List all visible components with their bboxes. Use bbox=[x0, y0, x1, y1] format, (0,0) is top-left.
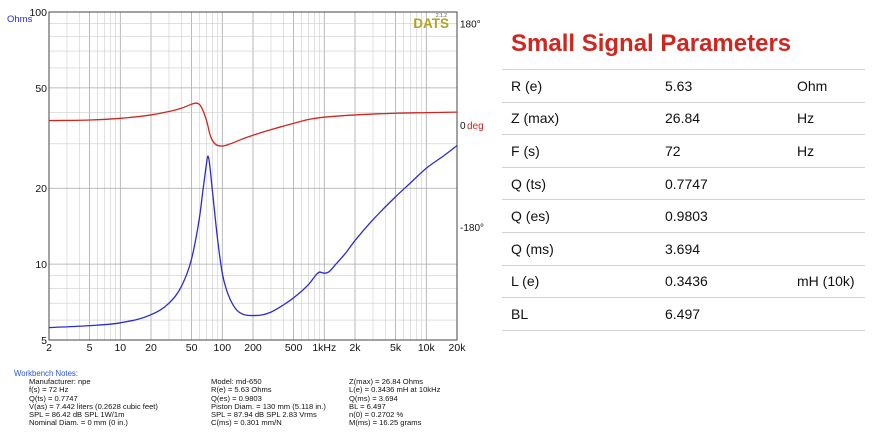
parameter-row: F (s) 72 Hz bbox=[502, 134, 865, 168]
x-tick-label: 5k bbox=[390, 342, 402, 354]
parameter-name: F (s) bbox=[502, 134, 665, 168]
logo-version: 2.1.2 bbox=[436, 13, 447, 19]
note-line: n(0) = 0.2702 % bbox=[349, 410, 404, 420]
note-line: BL = 6.497 bbox=[349, 401, 386, 411]
parameter-row: Q (ms) 3.694 bbox=[502, 232, 865, 266]
y-tick-label: 20 bbox=[35, 183, 47, 195]
notes-title: Workbench Notes: bbox=[14, 369, 78, 378]
note-line: Manufacturer: npe bbox=[29, 377, 91, 386]
note-line: Nominal Diam. = 0 mm (0 in.) bbox=[29, 418, 128, 428]
parameter-unit: mH (10k) bbox=[797, 265, 865, 299]
note-line: Q(ms) = 3.694 bbox=[349, 393, 398, 403]
note-line: f(s) = 72 Hz bbox=[29, 385, 69, 395]
parameter-row: Z (max) 26.84 Hz bbox=[502, 102, 865, 136]
parameter-value: 5.63 bbox=[665, 69, 797, 103]
left-axis-unit: Ohms bbox=[7, 14, 33, 25]
phase-axis-label: -180° bbox=[460, 223, 484, 234]
x-tick-label: 20k bbox=[449, 342, 467, 354]
parameters-title: Small Signal Parameters bbox=[511, 30, 792, 57]
x-tick-label: 10 bbox=[114, 342, 126, 354]
notes-column-3: Z(max) = 26.84 Ohms L(e) = 0.3436 mH at 1… bbox=[349, 377, 441, 428]
note-line: Q(es) = 0.9803 bbox=[211, 393, 262, 403]
phase-unit: deg bbox=[467, 121, 484, 132]
impedance-chart: 2 5 10 20 50 100 200 500 1kHz 2k 5k 10k 20k100502010… bbox=[7, 7, 484, 354]
notes-column-1: Manufacturer: npe f(s) = 72 Hz Q(ts) = 0.7… bbox=[29, 377, 158, 428]
x-tick-label: 2 bbox=[46, 342, 52, 354]
x-tick-label: 500 bbox=[285, 342, 303, 354]
x-tick-label: 1kHz bbox=[312, 342, 336, 354]
y-tick-label: 50 bbox=[35, 83, 47, 95]
parameter-value: 6.497 bbox=[665, 297, 797, 331]
note-line: Q(ts) = 0.7747 bbox=[29, 393, 78, 403]
y-tick-label: 5 bbox=[41, 335, 47, 347]
parameter-value: 0.7747 bbox=[665, 167, 797, 201]
note-line: M(ms) = 16.25 grams bbox=[349, 418, 422, 428]
note-line: C(ms) = 0.301 mm/N bbox=[211, 418, 282, 428]
x-tick-label: 10k bbox=[418, 342, 436, 354]
parameter-row: R (e) 5.63 Ohm bbox=[502, 69, 865, 103]
x-tick-label: 50 bbox=[186, 342, 198, 354]
parameter-name: Z (max) bbox=[502, 102, 665, 136]
parameter-value: 72 bbox=[665, 134, 797, 168]
x-tick-label: 200 bbox=[244, 342, 262, 354]
note-line: Z(max) = 26.84 Ohms bbox=[349, 377, 424, 386]
note-line: Model: md-650 bbox=[211, 377, 262, 386]
parameter-value: 0.3436 bbox=[665, 265, 797, 299]
parameter-unit: Hz bbox=[797, 134, 865, 168]
parameter-row: Q (ts) 0.7747 bbox=[502, 167, 865, 201]
y-tick-label: 100 bbox=[29, 7, 47, 19]
parameter-unit bbox=[797, 167, 865, 201]
parameter-value: 26.84 bbox=[665, 102, 797, 136]
parameter-value: 0.9803 bbox=[665, 199, 797, 233]
parameter-name: L (e) bbox=[502, 265, 665, 299]
x-tick-label: 5 bbox=[87, 342, 93, 354]
note-line: L(e) = 0.3436 mH at 10kHz bbox=[349, 385, 441, 395]
logo-text: DATS bbox=[413, 16, 449, 31]
workbench-notes: Workbench Notes: Manufacturer: npe f(s) =… bbox=[0, 369, 887, 442]
parameter-row: Q (es) 0.9803 bbox=[502, 199, 865, 233]
x-tick-label: 2k bbox=[349, 342, 361, 354]
parameter-unit bbox=[797, 297, 865, 331]
parameter-name: Q (ms) bbox=[502, 232, 665, 266]
note-line: R(e) = 5.63 Ohms bbox=[211, 385, 272, 395]
parameter-name: Q (es) bbox=[502, 199, 665, 233]
parameter-value: 3.694 bbox=[665, 232, 797, 266]
parameter-unit bbox=[797, 232, 865, 266]
note-line: SPL = 86.42 dB SPL 1W/1m bbox=[29, 410, 125, 420]
parameter-unit: Ohm bbox=[797, 69, 865, 103]
notes-column-2: Model: md-650 R(e) = 5.63 Ohms Q(es) = 0.9… bbox=[211, 377, 326, 428]
note-line: Piston Diam. = 130 mm (5.118 in.) bbox=[211, 401, 326, 411]
x-tick-label: 100 bbox=[214, 342, 232, 354]
note-line: SPL = 87.94 dB SPL 2.83 Vrms bbox=[211, 410, 317, 420]
phase-axis-label: 180° bbox=[460, 19, 481, 30]
x-tick-label: 20 bbox=[145, 342, 157, 354]
y-tick-label: 10 bbox=[35, 259, 47, 271]
parameter-name: BL bbox=[502, 297, 665, 331]
parameter-unit bbox=[797, 199, 865, 233]
parameter-row: L (e) 0.3436 mH (10k) bbox=[502, 265, 865, 299]
parameter-name: Q (ts) bbox=[502, 167, 665, 201]
parameters-table: R (e) 5.63 Ohm Z (max) 26.84 Hz F (s) 72 Hz Q (ts… bbox=[502, 69, 865, 331]
parameter-name: R (e) bbox=[502, 69, 665, 103]
parameter-row: BL 6.497 bbox=[502, 297, 865, 331]
impedance-series-line bbox=[48, 145, 458, 329]
parameter-unit: Hz bbox=[797, 102, 865, 136]
note-line: V(as) = 7.442 liters (0.2628 cubic feet) bbox=[29, 401, 158, 411]
phase-series-line bbox=[48, 102, 458, 147]
phase-axis-label: 0 bbox=[460, 121, 466, 132]
plot-frame bbox=[48, 11, 458, 341]
